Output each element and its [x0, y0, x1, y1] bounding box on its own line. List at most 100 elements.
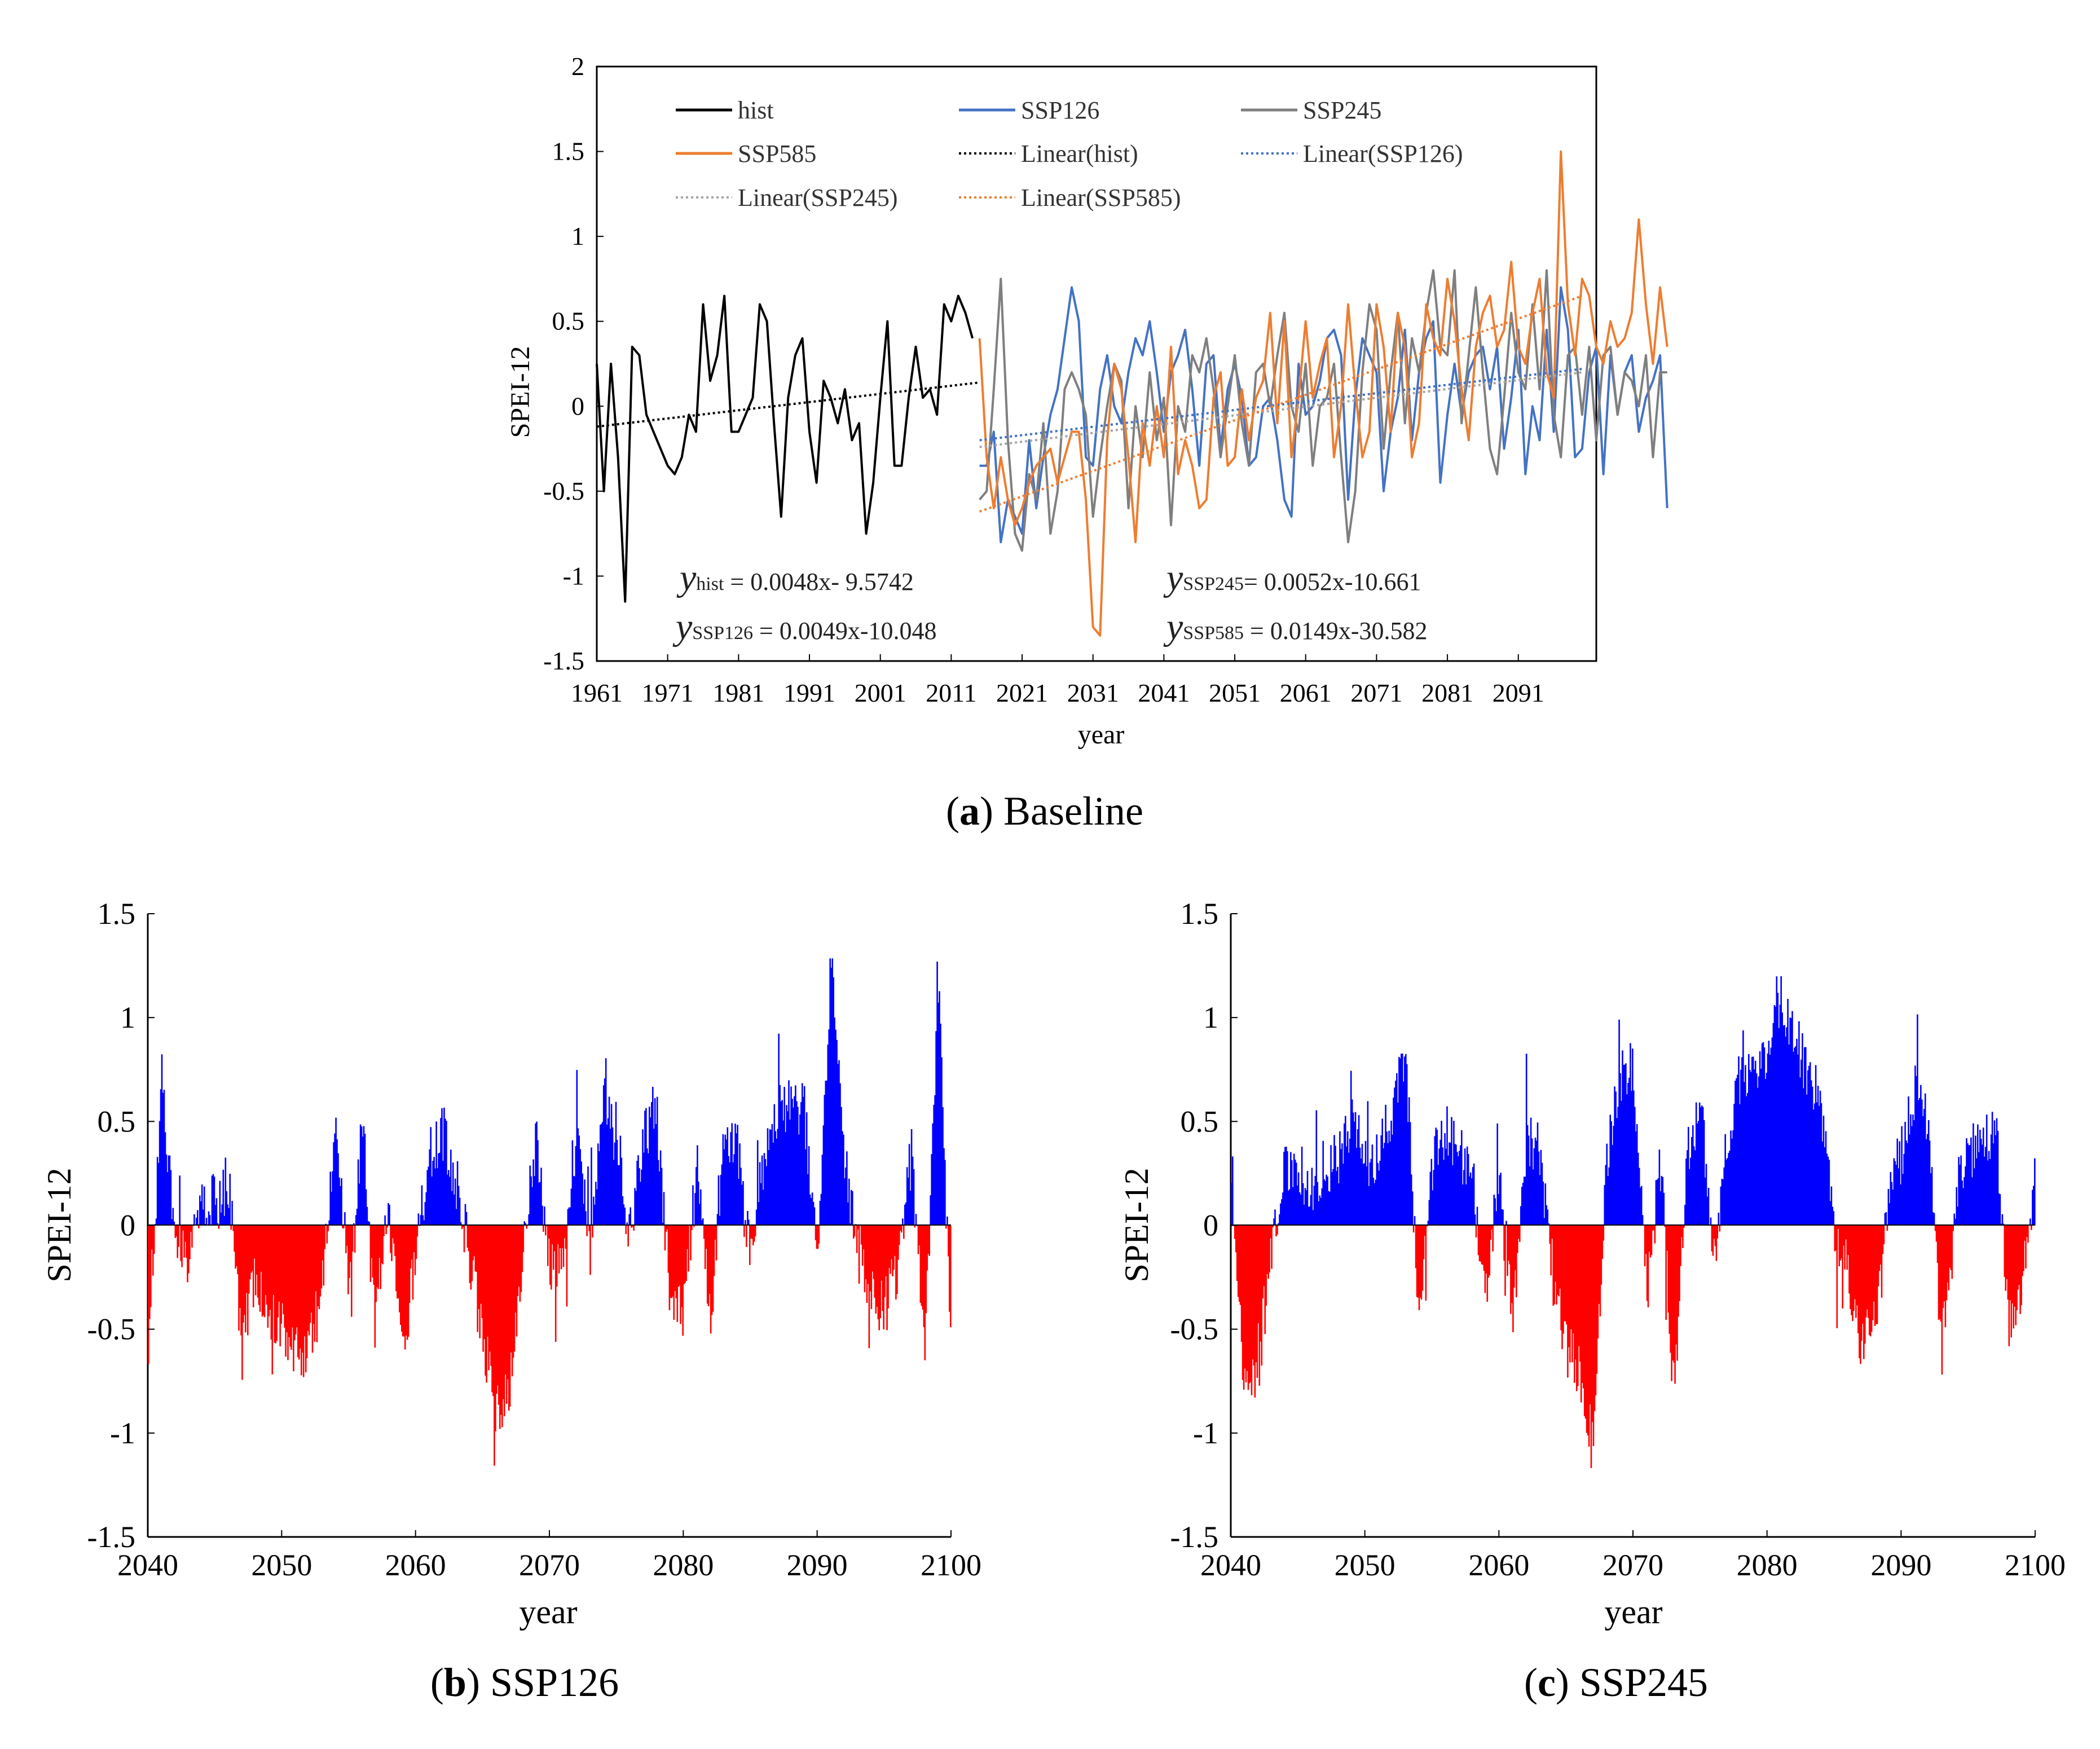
chart-c-bar	[1838, 1225, 1840, 1267]
chart-c-bar	[1532, 1169, 1534, 1226]
chart-c-bar	[1848, 1225, 1850, 1294]
chart-b-bar	[584, 1179, 585, 1226]
chart-c-bar	[1657, 1178, 1659, 1226]
chart-c-bar	[1925, 1139, 1927, 1226]
chart-b-bar	[574, 1176, 576, 1226]
chart-c-bar	[1258, 1225, 1261, 1386]
chart-b-bar	[532, 1159, 534, 1226]
chart-b-bar	[573, 1176, 575, 1226]
chart-b-bar	[501, 1225, 503, 1428]
chart-b-bar	[521, 1225, 523, 1272]
chart-c-bar	[1793, 1051, 1794, 1226]
chart-c-bar	[1332, 1169, 1334, 1226]
chart-c-bar	[1406, 1064, 1408, 1226]
chart-c-bar	[1750, 1072, 1752, 1226]
chart-c-bar	[1864, 1225, 1866, 1344]
chart-b-bar	[442, 1161, 444, 1226]
chart-c-bar	[1380, 1135, 1382, 1226]
chart-c-bar	[1349, 1138, 1351, 1226]
chart-c-bar	[1918, 1100, 1920, 1226]
chart-b-bar	[245, 1225, 246, 1333]
chart-b-bar	[567, 1209, 569, 1226]
chart-c-bar	[1847, 1225, 1849, 1255]
chart-c-bar	[1307, 1206, 1310, 1226]
chart-c-bar	[1281, 1199, 1283, 1226]
chart-c-bar	[1739, 1104, 1741, 1226]
chart-c-bar	[1357, 1129, 1359, 1226]
chart-b-bar	[763, 1153, 765, 1226]
chart-b-bar	[375, 1225, 377, 1302]
chart-c-bar	[1736, 1078, 1737, 1226]
chart-b-bar	[443, 1107, 445, 1226]
chart-c-bar	[1808, 1065, 1810, 1226]
chart-b-bar	[311, 1225, 314, 1353]
chart-c-bar	[1405, 1054, 1407, 1226]
chart-b-bar	[565, 1225, 567, 1249]
chart-c-bar	[1550, 1225, 1552, 1276]
chart-c-bar	[1399, 1058, 1401, 1226]
chart-c-bar	[1885, 1212, 1887, 1226]
chart-c-bar	[1464, 1148, 1466, 1226]
chart-b-bar	[707, 1225, 710, 1306]
chart-b-bar	[663, 1192, 665, 1226]
chart-c-bar	[1398, 1056, 1400, 1226]
chart-c-bar	[1770, 1047, 1772, 1226]
chart-b-bar	[570, 1188, 573, 1226]
chart-c-bar	[1879, 1225, 1882, 1265]
chart-b-bar	[858, 1225, 860, 1284]
chart-c-bar	[1577, 1225, 1579, 1386]
chart-b-y-tick-label: -0.5	[87, 1312, 135, 1346]
chart-c-bar	[1383, 1148, 1384, 1226]
chart-b-bar	[545, 1225, 547, 1236]
chart-c-bar	[1720, 1186, 1722, 1226]
chart-b-bar	[341, 1178, 342, 1226]
chart-b-bar	[628, 1214, 630, 1226]
chart-b-bar	[708, 1225, 711, 1294]
chart-c-bar	[1898, 1168, 1899, 1226]
chart-c-bar	[1461, 1130, 1463, 1226]
chart-c-bar	[1712, 1225, 1714, 1256]
chart-c-bar	[1303, 1204, 1305, 1226]
chart-c-bar	[1527, 1135, 1530, 1226]
chart-b-bar	[720, 1175, 722, 1226]
chart-c-bar	[1370, 1158, 1372, 1226]
chart-c-bar	[1745, 1065, 1746, 1226]
chart-c-bar	[1538, 1151, 1540, 1226]
chart-a-equations: yhist = 0.0048x- 9.5742 ySSP245= 0.0052x-…	[672, 557, 1428, 647]
chart-b-bar	[214, 1205, 217, 1226]
chart-c-bar	[1261, 1225, 1263, 1366]
chart-c-bar	[1513, 1225, 1515, 1288]
chart-c-bar	[1414, 1216, 1416, 1226]
chart-a-y-tick-label: 1.5	[552, 137, 585, 166]
chart-c-bar	[1813, 1103, 1816, 1226]
chart-b-bar	[703, 1225, 705, 1239]
chart-b-bar	[802, 1083, 803, 1226]
chart-b-bar	[946, 1216, 948, 1226]
chart-c-bar	[1468, 1176, 1471, 1226]
chart-c-y-ticks: 1.510.50-0.5-1-1.5	[1170, 897, 1238, 1554]
chart-c-bar	[1626, 1094, 1628, 1226]
chart-c-bar	[1855, 1225, 1857, 1318]
chart-c-bar	[1704, 1177, 1706, 1226]
chart-b-bar	[842, 1131, 843, 1226]
chart-c-bar	[1567, 1225, 1569, 1378]
chart-b-bar	[399, 1225, 400, 1312]
chart-c-bar	[1302, 1183, 1304, 1226]
chart-c-bar	[1819, 1090, 1821, 1226]
chart-c-bar	[1331, 1172, 1333, 1226]
chart-b-bar	[482, 1225, 484, 1352]
chart-b-bar	[530, 1176, 532, 1226]
chart-b-bar	[702, 1218, 704, 1226]
chart-a-caption-text: Baseline	[1003, 788, 1143, 834]
chart-b-bar	[351, 1225, 354, 1252]
chart-b-bar	[414, 1225, 416, 1275]
chart-c-bar	[1237, 1225, 1239, 1297]
chart-b-bar	[645, 1108, 647, 1226]
chart-c-bar	[1836, 1225, 1838, 1328]
chart-b-bar	[820, 1193, 822, 1226]
chart-b-bar	[632, 1225, 633, 1227]
chart-c-bar	[1796, 1038, 1798, 1226]
chart-c-bar	[1930, 1173, 1932, 1226]
chart-c-bar	[1702, 1107, 1704, 1226]
chart-b-bar	[189, 1225, 191, 1259]
